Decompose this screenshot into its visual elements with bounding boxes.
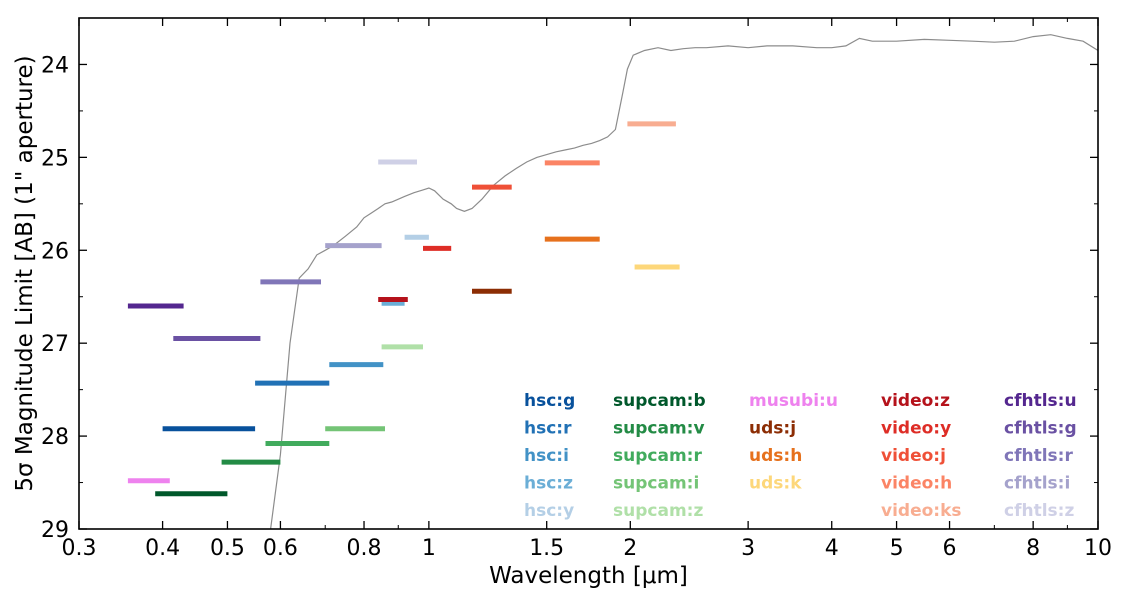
legend-label-supcam-i: supcam:i	[613, 474, 699, 494]
axes	[78, 17, 1099, 530]
legend-label-cfhtls-r: cfhtls:r	[1004, 446, 1073, 466]
y-tick-label: 26	[41, 239, 69, 264]
y-tick-label: 24	[41, 53, 69, 78]
plot-frame	[78, 17, 1099, 530]
legend-label-uds-h: uds:h	[749, 446, 802, 466]
x-axis-title: Wavelength [μm]	[489, 563, 688, 589]
legend-label-hsc-y: hsc:y	[524, 501, 574, 521]
x-tick-label: 3	[741, 536, 755, 561]
legend-label-cfhtls-u: cfhtls:u	[1004, 391, 1077, 411]
y-tick-label: 29	[41, 518, 69, 543]
spectrum-layer	[270, 34, 1098, 529]
x-tick-label: 0.5	[210, 536, 245, 561]
legend-label-supcam-b: supcam:b	[613, 391, 706, 411]
x-tick-label: 1	[422, 536, 436, 561]
legend-label-uds-j: uds:j	[749, 419, 796, 439]
x-tick-label: 4	[825, 536, 839, 561]
legend-label-hsc-z: hsc:z	[524, 474, 573, 494]
legend-label-uds-k: uds:k	[749, 474, 802, 494]
legend: hsc:g hsc:r hsc:i hsc:z hsc:y supcam:b supcam:…	[524, 391, 1077, 521]
x-tick-label: 0.8	[347, 536, 382, 561]
x-tick-label: 8	[1026, 536, 1040, 561]
legend-label-supcam-v: supcam:v	[613, 419, 705, 439]
x-tick-label: 0.3	[62, 536, 97, 561]
y-tick-label: 25	[41, 146, 69, 171]
legend-label-supcam-z: supcam:z	[613, 501, 703, 521]
x-tick-label: 6	[943, 536, 957, 561]
legend-label-video-z: video:z	[881, 391, 950, 411]
legend-label-musubi-u: musubi:u	[749, 391, 838, 411]
y-axis-title: 5σ Magnitude Limit [AB] (1" aperture)	[12, 55, 38, 491]
x-tick-label: 2	[623, 536, 637, 561]
legend-label-video-h: video:h	[881, 474, 952, 494]
legend-label-video-ks: video:ks	[881, 501, 962, 521]
legend-label-hsc-r: hsc:r	[524, 419, 572, 439]
x-tick-label: 5	[890, 536, 904, 561]
x-tick-label: 0.6	[263, 536, 298, 561]
legend-label-video-y: video:y	[881, 419, 951, 439]
legend-label-hsc-i: hsc:i	[524, 446, 569, 466]
legend-label-supcam-r: supcam:r	[613, 446, 702, 466]
y-tick-label: 28	[41, 425, 69, 450]
ticks: 0.3 0.4 0.5 0.6 0.8 1 1.5 2 3 4 5 6 8 10 24 25 26 27 28 29	[41, 17, 1112, 561]
legend-label-cfhtls-i: cfhtls:i	[1004, 474, 1070, 494]
spectrum-line	[270, 34, 1098, 529]
legend-label-cfhtls-z: cfhtls:z	[1004, 501, 1074, 521]
x-tick-label: 0.4	[145, 536, 180, 561]
legend-label-cfhtls-g: cfhtls:g	[1004, 419, 1077, 439]
x-tick-label: 1.5	[529, 536, 564, 561]
filter-bars	[127, 121, 680, 497]
legend-label-video-j: video:j	[881, 446, 946, 466]
x-tick-label: 10	[1084, 536, 1112, 561]
legend-label-hsc-g: hsc:g	[524, 391, 575, 411]
y-tick-label: 27	[41, 332, 69, 357]
